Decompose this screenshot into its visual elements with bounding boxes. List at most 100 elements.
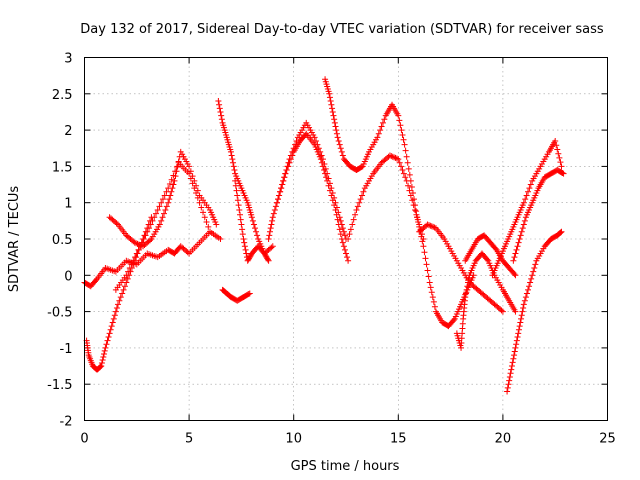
y-tick-label: 0.5 bbox=[52, 233, 73, 248]
data-point bbox=[253, 228, 260, 235]
data-point bbox=[271, 206, 278, 213]
data-point bbox=[426, 279, 433, 286]
data-point bbox=[160, 210, 167, 217]
data-point bbox=[168, 176, 175, 183]
data-point bbox=[554, 146, 561, 153]
data-point bbox=[243, 250, 250, 257]
data-point bbox=[402, 174, 409, 181]
data-point bbox=[462, 290, 469, 297]
data-point bbox=[410, 202, 417, 209]
data-point bbox=[531, 265, 538, 272]
data-point bbox=[329, 105, 336, 112]
series-track-k bbox=[345, 152, 427, 242]
axis-ticks: 0 5 10 15 20 25 -2 -1.5 -1 -0.5 0 0.5 1 1.5 2 2.5 3 bbox=[47, 52, 616, 447]
data-point bbox=[276, 192, 283, 199]
data-point bbox=[173, 164, 180, 171]
data-point bbox=[557, 229, 564, 236]
data-point bbox=[512, 344, 519, 351]
data-point bbox=[398, 127, 405, 134]
y-tick-label: -0.5 bbox=[47, 306, 72, 321]
data-point bbox=[166, 196, 173, 203]
data-point bbox=[325, 175, 332, 182]
data-point bbox=[399, 167, 406, 174]
data-point bbox=[317, 148, 324, 155]
data-point bbox=[527, 181, 534, 188]
data-point bbox=[335, 137, 342, 144]
data-point bbox=[270, 210, 277, 217]
data-point bbox=[287, 152, 294, 159]
data-point bbox=[425, 222, 432, 229]
data-point bbox=[217, 236, 224, 242]
data-point bbox=[462, 294, 469, 301]
data-point bbox=[99, 357, 106, 363]
data-point bbox=[250, 221, 257, 228]
data-point bbox=[523, 290, 530, 297]
data-point bbox=[332, 123, 339, 130]
data-point bbox=[249, 217, 256, 224]
data-point bbox=[506, 377, 513, 384]
data-point bbox=[427, 222, 434, 229]
data-point bbox=[124, 275, 131, 282]
series-track-o bbox=[504, 228, 565, 395]
data-point bbox=[515, 239, 522, 246]
data-point bbox=[110, 315, 117, 322]
data-point bbox=[112, 308, 119, 315]
data-point bbox=[326, 180, 333, 187]
data-point bbox=[424, 267, 431, 274]
data-point bbox=[517, 232, 524, 239]
data-point bbox=[553, 142, 560, 149]
data-point bbox=[520, 199, 527, 206]
y-tick-label: 3 bbox=[64, 52, 72, 67]
data-point bbox=[395, 156, 402, 163]
data-point bbox=[527, 279, 534, 286]
data-point bbox=[293, 137, 300, 144]
data-point bbox=[360, 188, 367, 195]
data-point bbox=[326, 90, 333, 97]
data-point bbox=[330, 112, 337, 119]
data-point bbox=[386, 152, 393, 159]
data-point bbox=[407, 192, 414, 199]
data-point bbox=[239, 231, 246, 238]
data-point bbox=[389, 153, 396, 160]
data-point bbox=[269, 217, 276, 224]
data-point bbox=[528, 275, 535, 282]
data-point bbox=[104, 337, 111, 344]
data-point bbox=[213, 221, 220, 228]
data-point bbox=[337, 145, 344, 152]
data-point bbox=[405, 165, 412, 172]
data-point bbox=[246, 290, 253, 297]
data-point bbox=[248, 214, 255, 221]
data-point bbox=[334, 134, 341, 141]
data-point bbox=[281, 174, 288, 181]
data-point bbox=[228, 152, 235, 159]
data-point bbox=[428, 223, 435, 230]
data-point bbox=[430, 298, 437, 305]
data-point bbox=[331, 116, 338, 123]
data-point bbox=[233, 187, 240, 194]
data-point bbox=[347, 226, 354, 233]
data-point bbox=[391, 154, 398, 161]
data-point bbox=[166, 180, 173, 187]
data-point bbox=[517, 319, 524, 326]
data-point bbox=[167, 192, 174, 199]
data-point bbox=[377, 127, 384, 134]
data-point bbox=[525, 188, 532, 195]
data-point bbox=[403, 177, 410, 184]
data-point bbox=[120, 286, 127, 293]
data-point bbox=[280, 177, 287, 184]
data-point bbox=[229, 156, 236, 163]
data-point bbox=[131, 239, 138, 246]
data-point bbox=[147, 237, 154, 244]
data-point bbox=[511, 352, 518, 359]
data-point bbox=[333, 130, 340, 137]
data-point bbox=[340, 243, 347, 250]
data-point bbox=[492, 245, 499, 252]
data-point bbox=[345, 257, 352, 264]
data-point bbox=[251, 225, 258, 232]
data-point bbox=[341, 246, 348, 253]
data-point bbox=[340, 228, 347, 235]
data-point bbox=[119, 290, 126, 297]
data-point bbox=[515, 326, 522, 333]
data-point bbox=[201, 214, 208, 221]
data-point bbox=[107, 326, 114, 333]
